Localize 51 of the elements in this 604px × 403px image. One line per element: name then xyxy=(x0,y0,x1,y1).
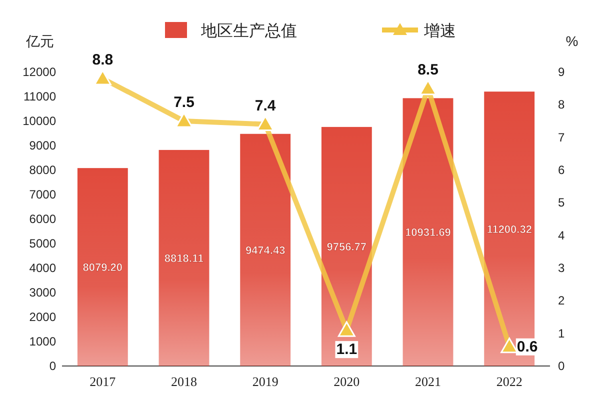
y2-tick-label: 3 xyxy=(558,261,565,275)
x-tick-label: 2021 xyxy=(415,374,441,389)
data-label: 8818.11 xyxy=(164,252,204,265)
data-label: 8.5 xyxy=(418,61,438,78)
y2-tick-label: 6 xyxy=(558,163,565,177)
data-label: 8.8 xyxy=(92,52,114,69)
y-tick-label: 2000 xyxy=(29,310,56,324)
bar xyxy=(240,134,291,366)
y-tick-label: 8000 xyxy=(29,163,56,177)
data-label: 1.1 xyxy=(336,341,358,358)
x-tick-label: 2019 xyxy=(252,374,278,389)
y-tick-label: 9000 xyxy=(29,138,56,152)
y-tick-label: 12000 xyxy=(22,65,56,79)
y2-tick-label: 4 xyxy=(558,228,565,242)
data-label: 10931.69 xyxy=(405,227,451,240)
y2-tick-label: 2 xyxy=(558,294,565,308)
y2-tick-label: 1 xyxy=(558,326,565,340)
y2-tick-label: 9 xyxy=(558,65,565,79)
y-tick-label: 7000 xyxy=(29,188,56,202)
y-tick-label: 6000 xyxy=(29,212,56,226)
data-label: 8079.20 xyxy=(82,262,123,274)
y-tick-label: 1000 xyxy=(29,334,56,348)
legend-label: 增速 xyxy=(423,22,456,40)
point xyxy=(338,321,356,337)
y-tick-label: 11000 xyxy=(24,90,56,104)
y2-axis-title: % xyxy=(566,33,578,49)
y2-tick-label: 5 xyxy=(558,196,565,210)
y-tick-label: 5000 xyxy=(29,236,56,250)
data-label: 7.5 xyxy=(174,94,194,111)
y-tick-label: 0 xyxy=(49,359,56,373)
y-tick-label: 4000 xyxy=(29,261,56,275)
x-tick-label: 2017 xyxy=(90,374,116,389)
y2-tick-label: 7 xyxy=(558,130,565,144)
y2-tick-label: 8 xyxy=(558,98,565,112)
bar xyxy=(77,168,128,366)
x-tick-label: 2020 xyxy=(334,374,360,389)
data-label: 0.6 xyxy=(516,338,538,356)
y-tick-label: 3000 xyxy=(29,286,56,300)
y2-tick-label: 0 xyxy=(558,359,565,373)
y-tick-label: 10000 xyxy=(22,114,56,128)
bar xyxy=(321,126,372,366)
data-label: 7.4 xyxy=(254,97,276,114)
y-axis-title: 亿元 xyxy=(25,33,54,49)
bar xyxy=(402,98,454,366)
x-tick-label: 2018 xyxy=(171,374,197,389)
legend-label: 地区生产总值 xyxy=(200,22,297,40)
data-label: 11200.32 xyxy=(486,224,532,236)
bar xyxy=(158,150,210,366)
data-label: 9756.77 xyxy=(326,241,367,254)
data-label: 9474.43 xyxy=(245,244,286,257)
x-tick-label: 2022 xyxy=(496,374,522,389)
